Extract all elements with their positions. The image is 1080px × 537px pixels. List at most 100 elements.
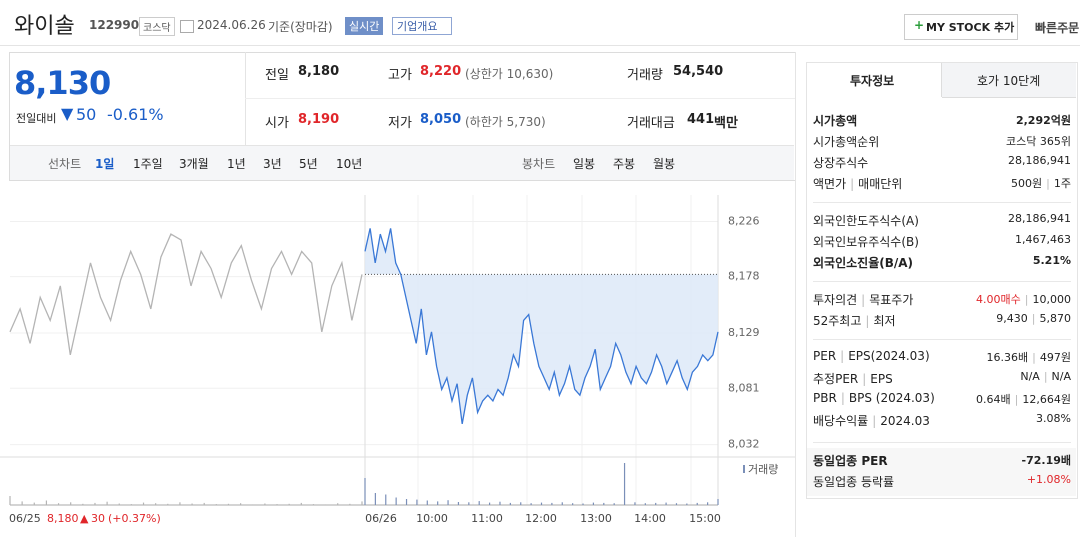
date: 2024.06.26: [197, 18, 266, 32]
item-value: 8,190: [298, 112, 340, 127]
period-tab[interactable]: 3개월: [179, 157, 209, 171]
volume-bar: [252, 504, 254, 505]
item-value: 8,050: [420, 112, 462, 127]
row-value: 3.08%: [1036, 412, 1071, 425]
chart: 8,226 8,178 8,129 8,081 8,032 06/26 10:00 11:00…: [0, 195, 795, 525]
volume-bar: [499, 501, 501, 505]
item-label: 거래대금: [627, 116, 675, 131]
period-tab[interactable]: 1일: [95, 157, 115, 171]
item-value: 441: [687, 112, 715, 127]
volume-bar: [349, 503, 351, 505]
stock-code: 122990: [89, 18, 140, 32]
y-tick-label: 8,178: [728, 270, 760, 283]
value-part: N/A: [1020, 370, 1040, 383]
volume-bar: [240, 503, 242, 505]
item-label: 거래량: [627, 68, 663, 83]
tab-inactive[interactable]: [942, 63, 1076, 98]
tab-active[interactable]: [807, 63, 942, 97]
candle-tab[interactable]: 월봉: [653, 157, 676, 171]
period-tab[interactable]: 1주일: [133, 157, 163, 171]
info-row: 시가총액 2,292억원: [813, 110, 1071, 130]
price-line: [364, 228, 719, 425]
volume-bar: [405, 499, 408, 505]
volume-bar: [227, 503, 230, 505]
value-part: 3.08%: [1036, 412, 1071, 425]
candle-tab[interactable]: 일봉: [573, 157, 596, 171]
volume-bar: [707, 502, 709, 505]
volume-bar: [644, 503, 646, 505]
label-part: 외국인한도주식수(A): [813, 214, 919, 228]
period-tab[interactable]: 10년: [336, 157, 363, 171]
value-part: 코스닥 365위: [1006, 135, 1071, 148]
volume-bar: [21, 501, 23, 505]
tab-label[interactable]: 투자정보: [850, 74, 895, 88]
volume-bar: [45, 500, 48, 505]
row-label: 상장주식수: [813, 154, 868, 171]
info-row: 외국인소진율(B/A) 5.21%: [813, 252, 1071, 272]
y-tick-label: 8,032: [728, 438, 760, 451]
label-part: PER: [813, 349, 837, 363]
volume-bar: [361, 501, 363, 505]
volume-bar: [540, 502, 543, 505]
market-badge: 코스닥: [139, 17, 175, 36]
label-part: 동일업종 PER: [813, 454, 888, 468]
tab-label[interactable]: 호가 10단계: [977, 74, 1041, 88]
candle-tab[interactable]: 주봉: [613, 157, 636, 171]
volume-bar: [623, 463, 626, 505]
mystock-label[interactable]: MY STOCK 추가: [926, 21, 1015, 34]
row-label: 외국인보유주식수(B): [813, 233, 919, 250]
label-part: 외국인보유주식수(B): [813, 235, 919, 249]
info-row: 투자의견목표주가 4.00매수10,000: [813, 289, 1071, 309]
volume-legend-icon: [743, 465, 745, 473]
value-part: 1주: [1042, 177, 1071, 190]
volume-bar: [300, 502, 302, 505]
label-part: EPS: [858, 372, 892, 386]
period-tab[interactable]: 3년: [263, 157, 282, 171]
panel-divider: [795, 52, 796, 537]
label-part: 시가총액순위: [813, 135, 880, 149]
volume-bar: [324, 504, 327, 505]
period-tab[interactable]: 5년: [299, 157, 318, 171]
mystock-button[interactable]: [904, 14, 1018, 40]
value-part: 28,186,941: [1008, 154, 1071, 167]
volume-bar: [447, 500, 449, 505]
volume-bar: [118, 503, 120, 505]
label-part: 2024.03: [868, 414, 930, 428]
prev-rate: (+0.37%): [108, 512, 161, 525]
x-tick-label: 11:00: [471, 512, 503, 525]
label-part: 시가총액: [813, 114, 858, 128]
label-part: EPS(2024.03): [836, 349, 929, 363]
label-part: 동일업종 등락률: [813, 475, 895, 489]
prev-close: 8,180: [47, 512, 79, 525]
volume-bar: [478, 501, 480, 505]
info-row: 시가총액순위 코스닥 365위: [813, 131, 1071, 151]
period-bar: [10, 145, 794, 180]
volume-bar: [155, 503, 157, 505]
info-row: PEREPS(2024.03) 16.36배497원: [813, 347, 1071, 367]
realtime-badge[interactable]: 실시간: [345, 17, 384, 35]
volume-label: 거래량: [748, 463, 778, 476]
info-row: 52주최고최저 9,4305,870: [813, 310, 1071, 330]
row-value: -72.19배: [1022, 452, 1071, 468]
quick-order[interactable]: 빠른주문: [1035, 21, 1080, 35]
y-tick-label: 8,081: [728, 381, 760, 394]
row-label: 시가총액순위: [813, 133, 879, 150]
volume-bar: [276, 504, 278, 505]
company-dropdown[interactable]: 기업개요: [392, 17, 453, 35]
info-row: 배당수익률2024.03 3.08%: [813, 410, 1071, 430]
label-part: 투자의견: [813, 293, 858, 307]
volume-bar: [179, 502, 181, 505]
volume-bar: [437, 501, 439, 505]
volume-bar: [675, 503, 678, 505]
x-tick-label: 13:00: [580, 512, 612, 525]
volume-bar: [130, 504, 132, 505]
price-line: [9, 233, 363, 356]
row-value: 28,186,941: [1008, 212, 1071, 225]
item-note: (하한가 5,730): [465, 115, 546, 129]
label-part: 매매단위: [846, 177, 902, 191]
volume-bar: [717, 499, 719, 505]
volume-bar: [416, 499, 418, 505]
price: 8,130: [14, 64, 111, 102]
period-tab[interactable]: 1년: [227, 157, 246, 171]
area-fill: [365, 228, 718, 424]
